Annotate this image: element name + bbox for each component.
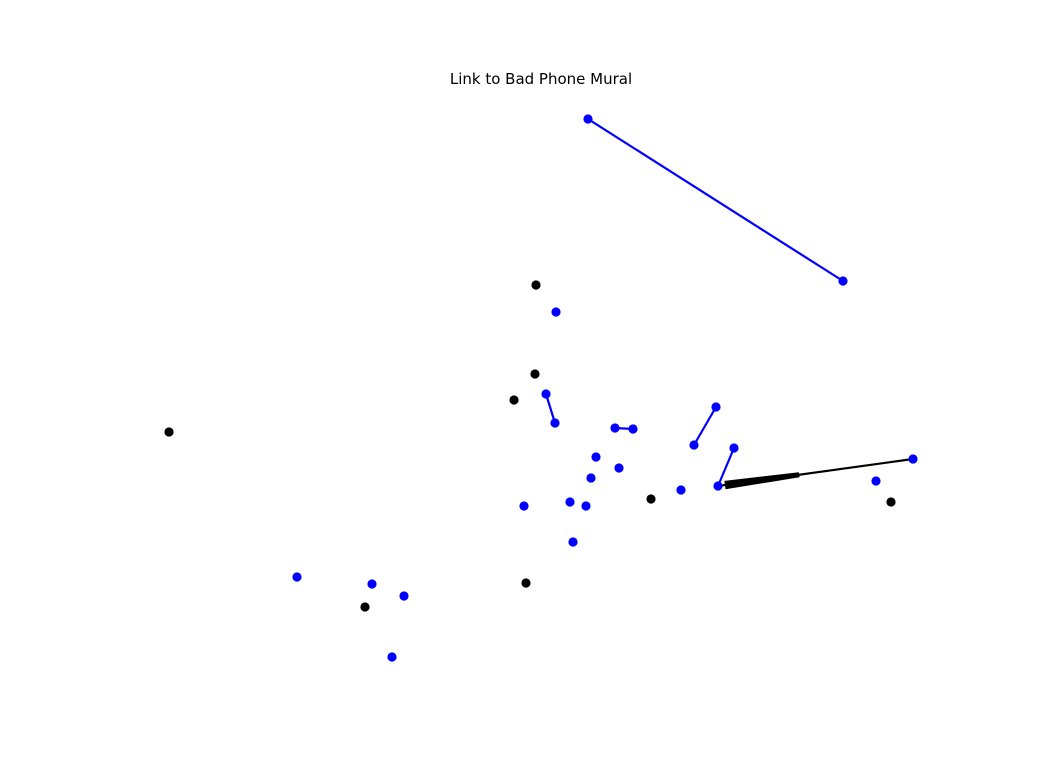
data-point-4 — [530, 369, 540, 379]
link-line-3 — [693, 406, 717, 446]
data-point-6 — [541, 389, 551, 399]
data-point-29 — [521, 578, 531, 588]
data-point-22 — [886, 497, 896, 507]
data-point-2 — [531, 280, 541, 290]
data-point-5 — [509, 395, 519, 405]
data-point-12 — [689, 440, 699, 450]
links-layer — [544, 118, 914, 490]
data-point-23 — [565, 497, 575, 507]
data-point-14 — [591, 452, 601, 462]
data-point-30 — [399, 591, 409, 601]
data-point-20 — [676, 485, 686, 495]
data-point-17 — [908, 454, 918, 464]
data-point-7 — [550, 418, 560, 428]
data-point-13 — [729, 443, 739, 453]
data-point-32 — [387, 652, 397, 662]
data-point-10 — [628, 424, 638, 434]
data-point-26 — [568, 537, 578, 547]
link-line-0 — [587, 118, 844, 282]
data-point-11 — [711, 402, 721, 412]
data-point-3 — [551, 307, 561, 317]
data-point-15 — [614, 463, 624, 473]
data-point-24 — [581, 501, 591, 511]
data-point-0 — [583, 114, 593, 124]
data-point-18 — [871, 476, 881, 486]
data-point-8 — [164, 427, 174, 437]
link-line-1 — [544, 393, 557, 424]
points-layer — [164, 114, 918, 662]
data-point-21 — [646, 494, 656, 504]
data-point-19 — [713, 481, 723, 491]
data-point-25 — [519, 501, 529, 511]
chart-title: Link to Bad Phone Mural — [450, 70, 632, 88]
data-point-1 — [838, 276, 848, 286]
data-point-28 — [367, 579, 377, 589]
data-point-9 — [610, 423, 620, 433]
link-arrow-5 — [724, 472, 800, 490]
data-point-16 — [586, 473, 596, 483]
data-point-31 — [360, 602, 370, 612]
link-line-4 — [716, 447, 736, 487]
data-point-27 — [292, 572, 302, 582]
